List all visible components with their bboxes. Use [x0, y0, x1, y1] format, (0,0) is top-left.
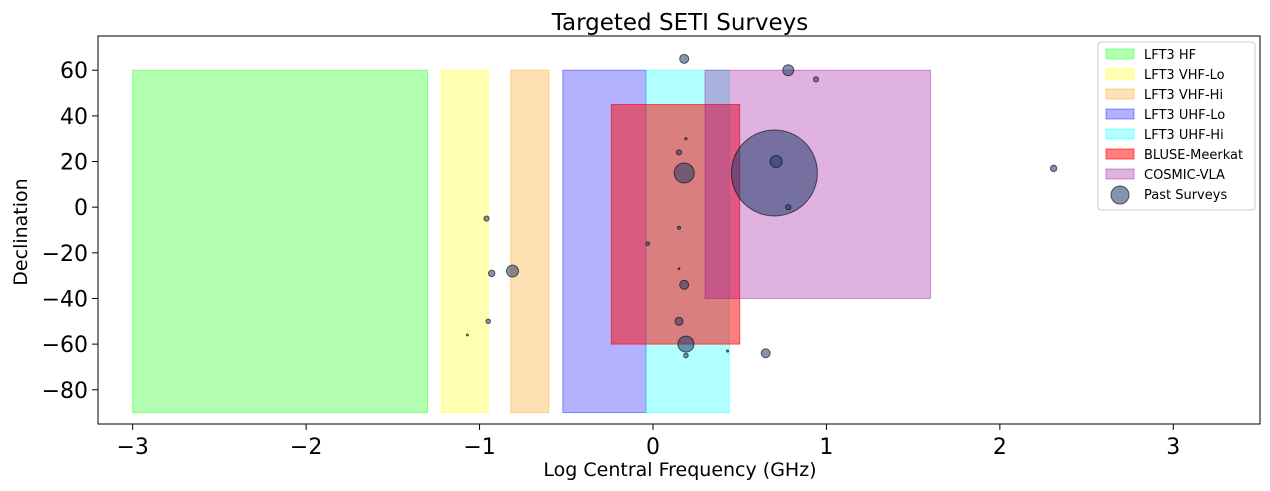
- y-tick-label: 0: [74, 196, 88, 221]
- legend-swatch: [1105, 108, 1135, 120]
- legend-swatch: [1105, 88, 1135, 100]
- legend-label: COSMIC-VLA: [1144, 168, 1225, 183]
- legend-swatch: [1105, 128, 1135, 140]
- survey-point-13: [812, 76, 820, 83]
- y-tick-label: −80: [42, 379, 88, 404]
- legend-swatch: [1105, 148, 1135, 160]
- y-tick-label: −20: [42, 242, 88, 267]
- survey-point-20: [676, 225, 682, 230]
- survey-point-5: [506, 264, 520, 278]
- survey-point-12: [487, 269, 496, 278]
- region-lft3-hf: [132, 69, 429, 414]
- survey-point-23: [465, 333, 469, 337]
- x-tick-label: −3: [116, 435, 148, 460]
- survey-point-18: [683, 352, 689, 359]
- survey-point-3: [677, 335, 695, 353]
- survey-point-2: [673, 162, 695, 184]
- points-layer: [465, 53, 1058, 359]
- survey-point-16: [785, 204, 792, 211]
- survey-point-17: [485, 318, 492, 325]
- survey-point-24: [677, 267, 681, 271]
- x-axis-title: Log Central Frequency (GHz): [543, 459, 816, 481]
- survey-point-11: [1049, 164, 1058, 173]
- legend-label: Past Surveys: [1144, 188, 1227, 203]
- y-tick-label: 60: [60, 59, 88, 84]
- legend-swatch: [1105, 68, 1135, 80]
- survey-point-10: [674, 316, 684, 326]
- survey-point-4: [769, 155, 783, 169]
- legend-label: BLUSE-Meerkat: [1144, 148, 1243, 163]
- legend-box: [1097, 41, 1256, 211]
- survey-point-8: [760, 348, 771, 359]
- x-tick-label: 1: [819, 435, 833, 460]
- legend-swatch: [1105, 48, 1135, 60]
- legend-label: LFT3 VHF-Hi: [1144, 88, 1223, 103]
- survey-point-15: [483, 215, 490, 222]
- survey-point-14: [675, 149, 683, 156]
- survey-point-6: [782, 64, 795, 77]
- legend-label: LFT3 VHF-Lo: [1144, 68, 1225, 83]
- survey-point-21: [684, 137, 688, 141]
- legend-marker: [1110, 185, 1130, 205]
- x-tick-label: −1: [463, 435, 495, 460]
- x-tick-label: 0: [646, 435, 660, 460]
- x-tick-label: 2: [993, 435, 1007, 460]
- plot-frame: [97, 35, 1261, 425]
- y-tick-label: −60: [42, 333, 88, 358]
- survey-point-9: [679, 279, 690, 290]
- chart-title: Targeted SETI Surveys: [551, 10, 808, 36]
- region-lft3-vhf-lo: [440, 69, 489, 414]
- survey-point-7: [679, 53, 690, 64]
- legend-swatch: [1105, 168, 1135, 180]
- x-tick-label: −2: [290, 435, 322, 460]
- legend-label: LFT3 UHF-Hi: [1144, 128, 1224, 143]
- y-tick-label: −40: [42, 287, 88, 312]
- legend: LFT3 HF LFT3 VHF-Lo LFT3 VHF-Hi LFT3 UHF-Lo…: [1097, 41, 1256, 211]
- survey-point-22: [725, 349, 730, 353]
- survey-point-1: [730, 129, 818, 217]
- survey-point-19: [645, 241, 651, 246]
- x-tick-label: 3: [1166, 435, 1180, 460]
- y-axis-title: Declination: [10, 178, 32, 285]
- legend-label: LFT3 UHF-Lo: [1144, 108, 1225, 123]
- region-lft3-vhf-hi: [510, 69, 550, 414]
- y-tick-label: 20: [60, 151, 88, 176]
- legend-label: LFT3 HF: [1144, 48, 1196, 63]
- axes-layer: −3 −2 −1 0 1 2 3 −80 −60 −40 −20 0 20 40 60: [42, 59, 1181, 460]
- regions-layer: [132, 69, 931, 414]
- region-bluse-meerkat: [610, 103, 741, 345]
- y-tick-label: 40: [60, 105, 88, 130]
